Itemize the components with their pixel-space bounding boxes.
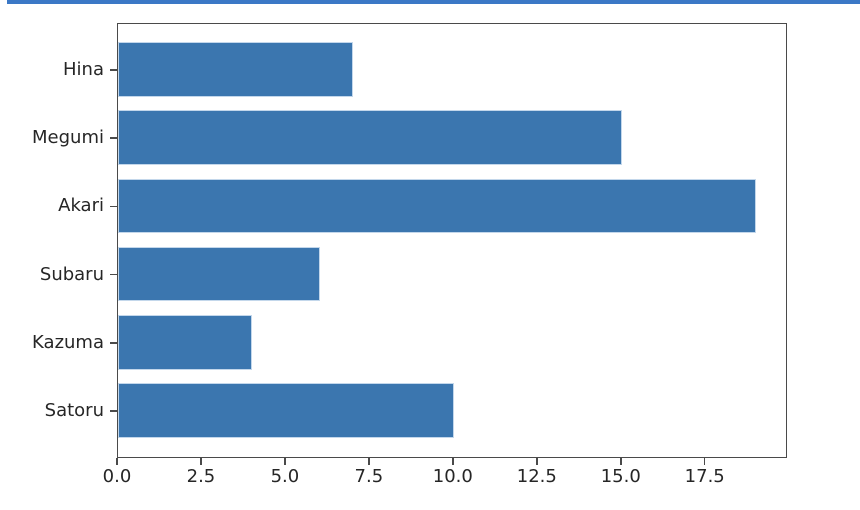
x-tick-mark [536, 458, 538, 465]
x-tick-label: 12.5 [516, 466, 557, 487]
bar-akari [118, 178, 757, 234]
bar-hina [118, 42, 354, 97]
x-tick-label: 15.0 [600, 466, 641, 487]
y-tick-label: Subaru [39, 263, 104, 285]
y-tick-mark [110, 69, 117, 71]
bar-satoru [118, 383, 454, 438]
x-tick-mark [452, 458, 454, 465]
x-tick-mark [200, 458, 202, 465]
plot-area [117, 23, 787, 458]
x-tick-label: 7.5 [354, 466, 384, 487]
x-tick-mark [620, 458, 622, 465]
y-tick-label: Kazuma [32, 331, 104, 353]
top-accent-bar [7, 0, 860, 4]
x-tick-mark [284, 458, 286, 465]
x-tick-mark [703, 458, 706, 465]
y-tick-mark [110, 273, 117, 276]
y-tick-label: Megumi [32, 127, 104, 149]
y-tick-mark [110, 410, 117, 412]
x-tick-mark [116, 458, 118, 465]
x-tick-label: 2.5 [186, 466, 216, 487]
x-tick-label: 5.0 [270, 466, 300, 487]
bar-megumi [118, 110, 622, 165]
y-tick-mark [110, 205, 117, 208]
y-tick-label: Hina [63, 59, 104, 81]
x-tick-label: 17.5 [684, 466, 725, 487]
x-tick-label: 10.0 [432, 466, 473, 487]
bar-subaru [118, 246, 320, 302]
y-tick-mark [110, 342, 117, 344]
x-tick-label: 0.0 [102, 466, 132, 487]
y-tick-label: Akari [58, 195, 104, 217]
bar-kazuma [118, 315, 253, 370]
y-tick-label: Satoru [44, 399, 104, 421]
x-tick-mark [368, 458, 370, 465]
y-tick-mark [110, 137, 117, 139]
